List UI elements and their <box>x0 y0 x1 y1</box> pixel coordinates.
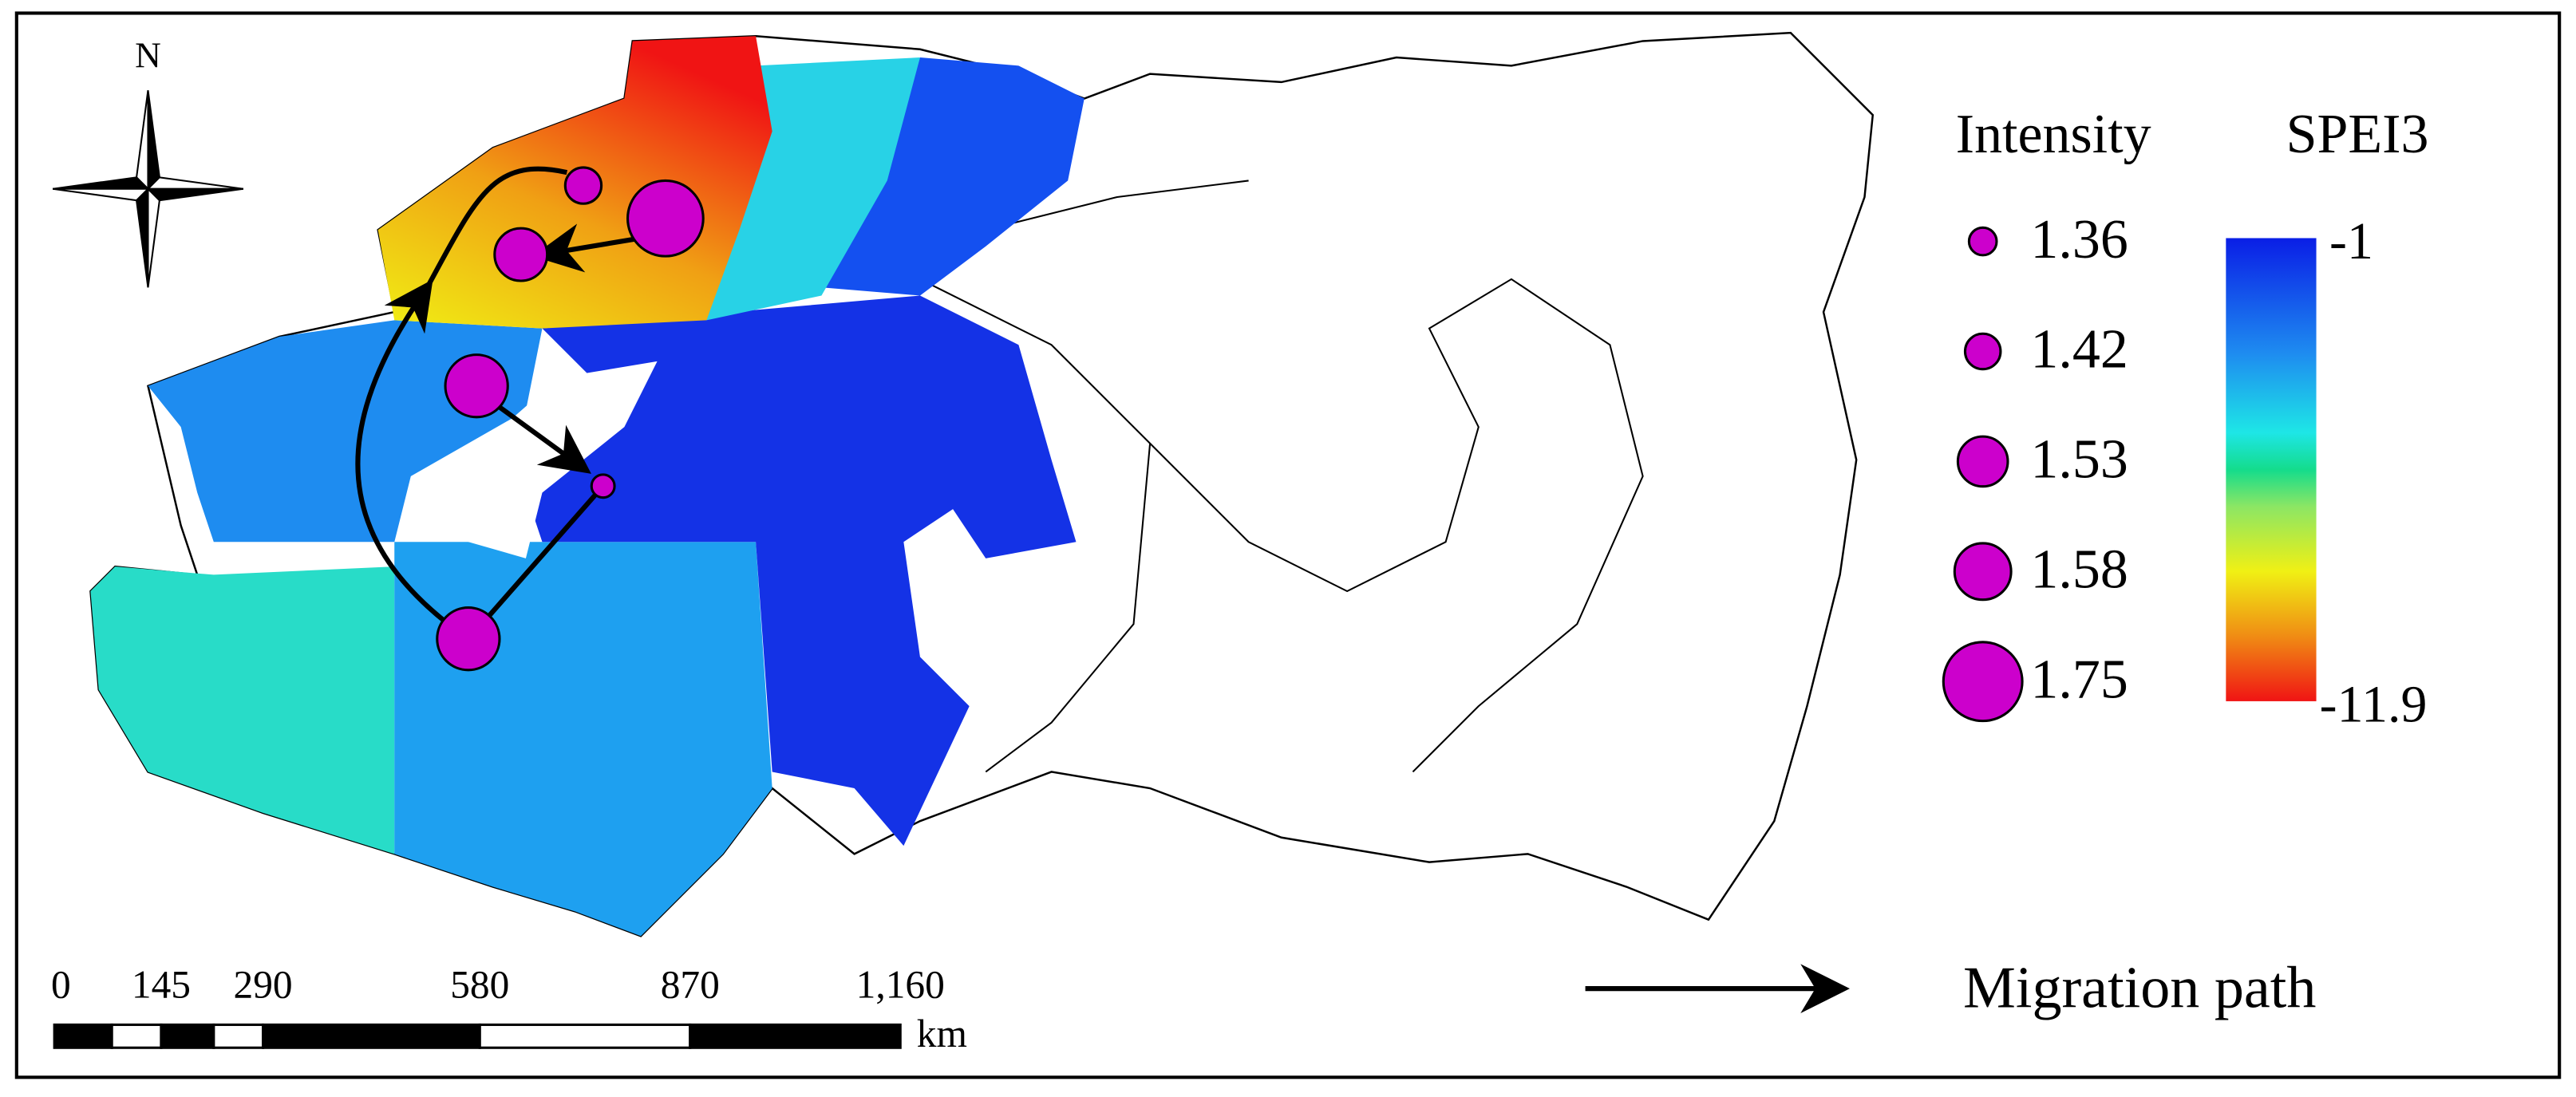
scale-bar: 0 145 290 580 870 1,160 <box>51 962 945 1049</box>
legend-circle <box>1967 226 1998 257</box>
scale-segment <box>478 1023 692 1049</box>
color-bar-bottom-label: -11.9 <box>2320 675 2428 733</box>
center-point <box>626 179 705 258</box>
legend-label: 1.53 <box>2030 429 2128 491</box>
legend-circle <box>1942 641 2024 723</box>
legend-circle <box>1953 542 2013 602</box>
scale-unit: km <box>917 1012 967 1056</box>
center-point <box>436 606 501 672</box>
migration-path <box>355 279 470 641</box>
scale-segment <box>262 1023 481 1049</box>
path-legend-label: Migration path <box>1963 955 2316 1020</box>
center-point <box>444 353 509 419</box>
legend-label: 1.42 <box>2030 319 2128 381</box>
spei-low-southwest <box>90 566 395 854</box>
legend-label: 1.75 <box>2030 649 2128 710</box>
scale-segment <box>53 1023 113 1049</box>
migration-path <box>483 484 605 623</box>
spei-gap <box>410 361 658 558</box>
color-bar-top-label: -1 <box>2329 212 2373 270</box>
migration-path <box>532 223 642 273</box>
scale-segment <box>110 1023 163 1049</box>
scale-segment <box>212 1023 265 1049</box>
spei-north-blue <box>821 57 1085 296</box>
spei-west <box>148 320 543 543</box>
intensity-legend: 1.36 1.42 1.53 1.58 1.75 <box>1942 209 2128 723</box>
intensity-title: Intensity <box>1956 104 2151 165</box>
spei-title: SPEI3 <box>2286 104 2429 165</box>
color-bar <box>2226 238 2317 701</box>
center-point <box>563 166 603 205</box>
scale-label: 290 <box>234 962 293 1006</box>
scale-label: 580 <box>450 962 509 1006</box>
scale-segment <box>160 1023 215 1049</box>
center-point <box>493 227 549 282</box>
scale-segment <box>689 1023 902 1049</box>
scale-label: 145 <box>132 962 191 1006</box>
migration-path <box>425 166 568 289</box>
legend-label: 1.36 <box>2030 209 2128 270</box>
legend-circle <box>1963 332 2002 371</box>
scale-label: 1,160 <box>856 962 945 1006</box>
migration-path <box>491 400 591 474</box>
legend-label: 1.58 <box>2030 539 2128 600</box>
center-point <box>590 473 616 499</box>
scale-label: 0 <box>51 962 71 1006</box>
north-label: N <box>135 35 161 75</box>
spei-blue-core <box>525 295 1077 846</box>
north-arrow <box>52 90 244 288</box>
legend-circle <box>1956 435 2009 488</box>
scale-label: 870 <box>661 962 720 1006</box>
